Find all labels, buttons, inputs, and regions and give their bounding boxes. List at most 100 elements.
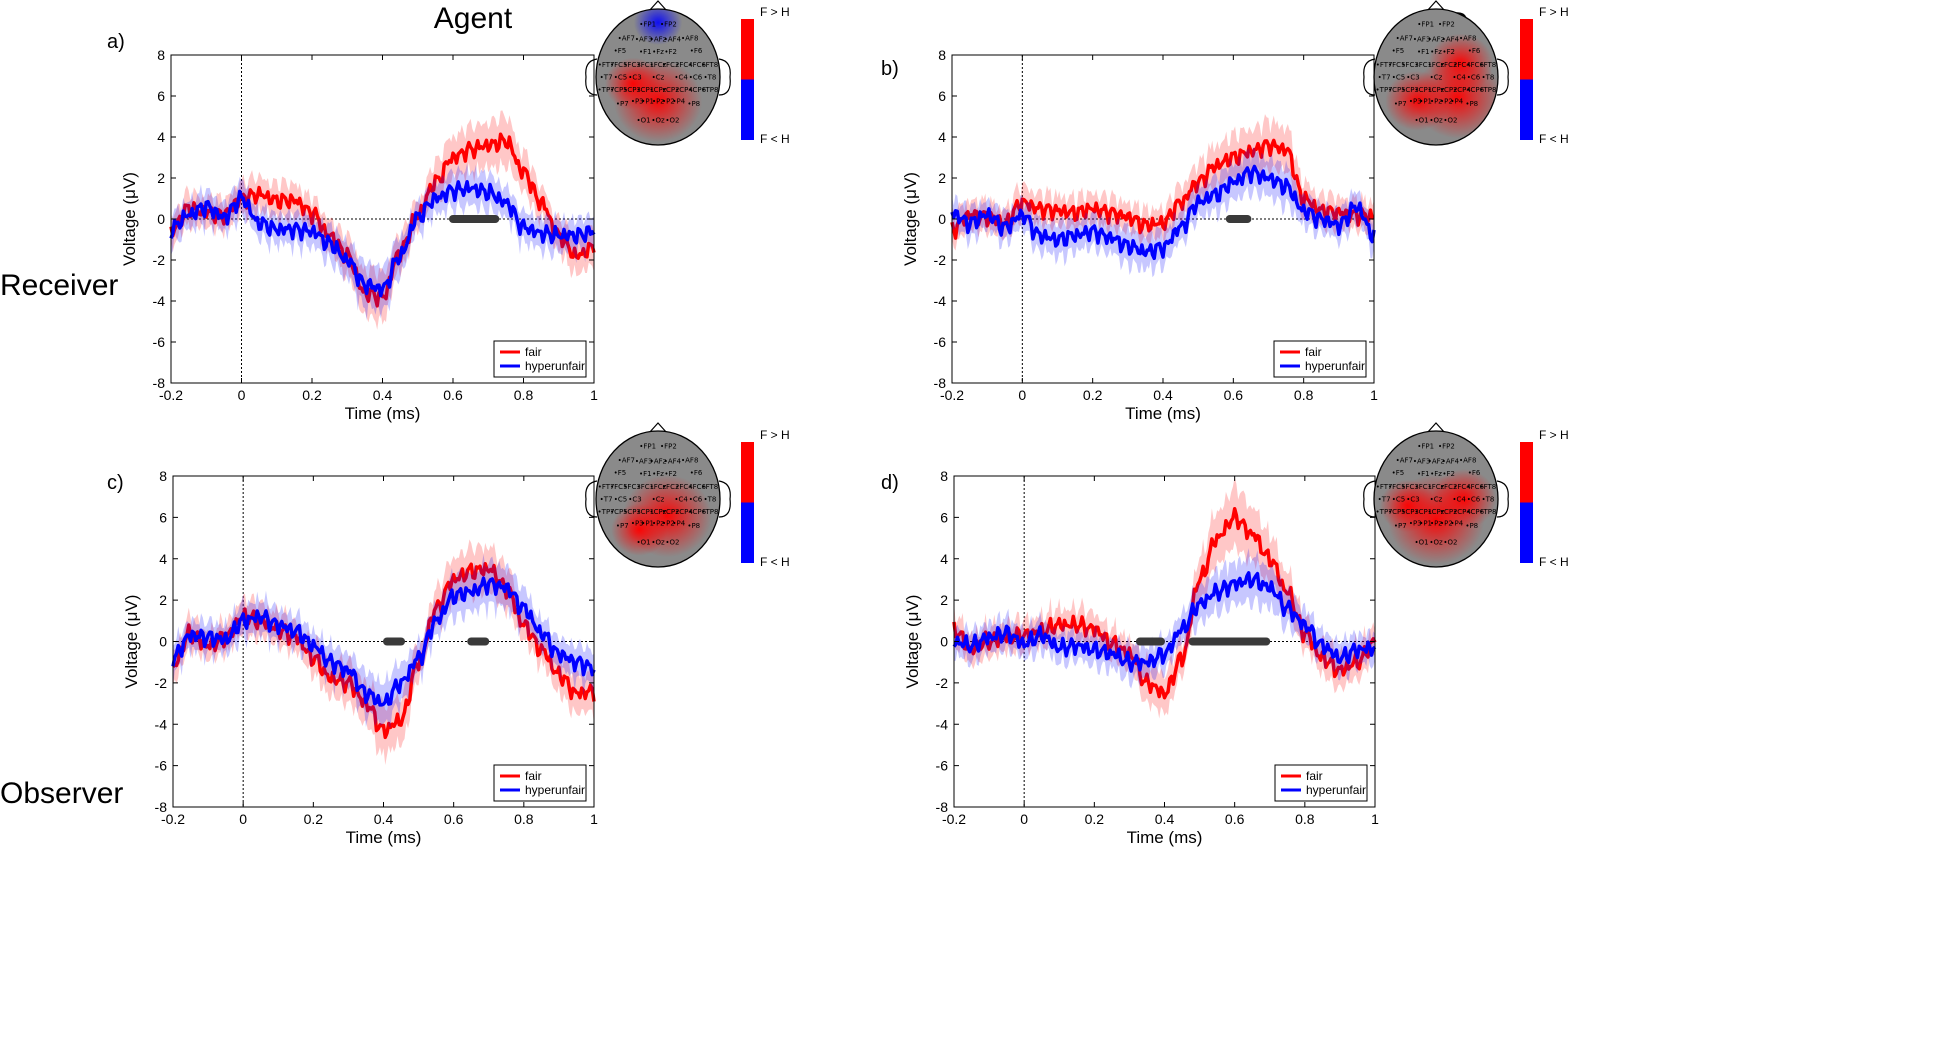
electrode-label: •T7 bbox=[1378, 496, 1391, 504]
electrode-label: •FT7 bbox=[598, 61, 615, 69]
electrode-label: •AF8 bbox=[681, 456, 698, 464]
electrode-label: •FC3 bbox=[623, 483, 641, 491]
electrode-label: •T8 bbox=[1481, 74, 1494, 82]
x-tick-label: 0.6 bbox=[1224, 387, 1244, 403]
electrode-label: •FC6 bbox=[688, 483, 706, 491]
electrode-label: •C4 bbox=[1452, 74, 1466, 82]
y-tick-label: 4 bbox=[940, 551, 948, 567]
electrode-label: •CP4 bbox=[675, 86, 693, 94]
x-tick-label: -0.2 bbox=[161, 811, 185, 827]
x-tick-label: -0.2 bbox=[159, 387, 183, 403]
electrode-label: •F5 bbox=[1392, 469, 1405, 477]
x-tick-label: 1 bbox=[590, 387, 598, 403]
y-tick-label: -2 bbox=[934, 252, 947, 268]
colorbar-top-label: F > H bbox=[760, 428, 790, 442]
electrode-label: •P4 bbox=[672, 98, 685, 106]
right-ear bbox=[1496, 58, 1509, 96]
electrode-label: •FP2 bbox=[1438, 442, 1455, 450]
colorbar-top bbox=[1520, 19, 1533, 80]
electrode-label: •FC4 bbox=[1453, 483, 1471, 491]
x-tick-label: 1 bbox=[1371, 811, 1379, 827]
x-tick-label: 0.2 bbox=[302, 387, 322, 403]
electrode-label: •Cz bbox=[1430, 74, 1443, 82]
electrode-label: •F2 bbox=[1442, 470, 1455, 478]
electrode-label: •FCz bbox=[1428, 483, 1445, 491]
y-tick-label: -8 bbox=[155, 799, 168, 815]
electrode-label: •F1 bbox=[1417, 470, 1430, 478]
y-tick-label: 8 bbox=[938, 47, 946, 63]
x-tick-label: 0.8 bbox=[514, 387, 534, 403]
electrode-label: •CP4 bbox=[1453, 508, 1471, 516]
electrode-label: •C3 bbox=[1406, 496, 1419, 504]
y-tick-label: 6 bbox=[938, 88, 946, 104]
legend-label-fair: fair bbox=[525, 769, 542, 783]
electrode-label: •P1 bbox=[1419, 98, 1432, 106]
electrode-label: •FP2 bbox=[660, 20, 677, 28]
legend-label-hyperunfair: hyperunfair bbox=[1305, 359, 1365, 373]
legend-label-fair: fair bbox=[1305, 345, 1322, 359]
y-axis-label: Voltage (μV) bbox=[120, 172, 139, 266]
electrode-label: •C6 bbox=[1467, 74, 1481, 82]
nose bbox=[1426, 422, 1446, 434]
y-tick-label: 4 bbox=[938, 129, 946, 145]
electrode-label: •CP2 bbox=[1440, 86, 1458, 94]
electrode-label: •AF3 bbox=[1413, 458, 1430, 466]
head-outline bbox=[595, 430, 721, 568]
y-tick-label: -4 bbox=[153, 293, 166, 309]
electrode-label: •F5 bbox=[614, 47, 627, 55]
electrode-label: •FC6 bbox=[688, 61, 706, 69]
colorbar-bottom bbox=[741, 79, 754, 140]
panel-letter: c) bbox=[107, 472, 124, 494]
electrode-label: •FC2 bbox=[1440, 483, 1458, 491]
y-tick-label: 2 bbox=[157, 170, 165, 186]
left-ear bbox=[585, 58, 598, 96]
electrode-label: •Oz bbox=[651, 117, 665, 125]
colorbar-top-label: F > H bbox=[760, 5, 790, 19]
electrode-label: •CP5 bbox=[1388, 86, 1406, 94]
electrode-label: •CP6 bbox=[688, 86, 706, 94]
electrode-label: •AF8 bbox=[1459, 456, 1476, 464]
electrode-label: •CP1 bbox=[1414, 86, 1432, 94]
electrode-label: •AF7 bbox=[1396, 456, 1413, 464]
electrode-label: •FT7 bbox=[1376, 61, 1393, 69]
x-tick-label: 0.8 bbox=[514, 811, 534, 827]
electrode-label: •FCz bbox=[650, 483, 667, 491]
nose bbox=[648, 0, 668, 12]
y-axis-label: Voltage (μV) bbox=[122, 595, 141, 689]
electrode-label: •P8 bbox=[1465, 100, 1478, 108]
electrode-label: •AF4 bbox=[664, 36, 682, 44]
topomap-d: •FP1 •FP2 •AF7 •AF3•AFz•AF4 •AF8 •F5 •F1 •Fz •F2… bbox=[1363, 422, 1569, 569]
electrode-label: •F6 bbox=[1468, 47, 1481, 55]
electrode-label: •T8 bbox=[703, 74, 716, 82]
colorbar-bottom-label: F < H bbox=[760, 132, 790, 146]
electrode-label: •CP2 bbox=[662, 86, 680, 94]
electrode-label: •FP1 bbox=[639, 442, 656, 450]
y-tick-label: -6 bbox=[934, 334, 947, 350]
electrode-label: •AF7 bbox=[618, 34, 635, 42]
electrode-label: •F1 bbox=[639, 470, 652, 478]
electrode-label: •P1 bbox=[1419, 520, 1432, 528]
electrode-label: •Pz bbox=[1430, 520, 1442, 528]
y-tick-label: 0 bbox=[157, 211, 165, 227]
legend-label-hyperunfair: hyperunfair bbox=[1306, 783, 1366, 797]
electrode-label: •P3 bbox=[631, 98, 644, 106]
electrode-label: •F6 bbox=[1468, 469, 1481, 477]
electrode-label: •P3 bbox=[1409, 98, 1422, 106]
x-tick-label: 0.4 bbox=[1155, 811, 1175, 827]
legend-box bbox=[493, 340, 587, 378]
electrode-label: •AF4 bbox=[664, 458, 682, 466]
electrode-label: •Pz bbox=[1430, 98, 1442, 106]
y-axis-label: Voltage (μV) bbox=[901, 172, 920, 266]
electrode-label: •CP3 bbox=[1401, 508, 1419, 516]
series-line-hyperunfair bbox=[169, 179, 596, 298]
electrode-label: •FCz bbox=[650, 61, 667, 69]
electrode-label: •C5 bbox=[614, 74, 627, 82]
electrode-label: •Oz bbox=[651, 539, 665, 547]
left-ear bbox=[585, 480, 598, 518]
electrode-label: •P4 bbox=[1450, 520, 1463, 528]
electrode-label: •FC2 bbox=[1440, 61, 1458, 69]
colorbar-top-label: F > H bbox=[1539, 428, 1569, 442]
electrode-label: •O2 bbox=[665, 539, 679, 547]
electrode-label: •FT7 bbox=[598, 483, 615, 491]
